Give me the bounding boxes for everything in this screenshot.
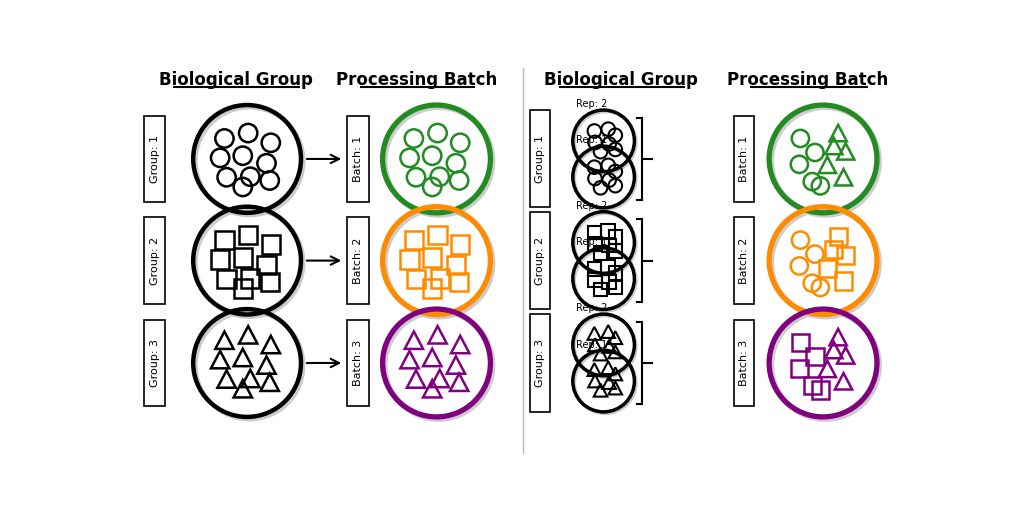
FancyBboxPatch shape: [346, 116, 369, 202]
Bar: [593, 283, 606, 296]
FancyBboxPatch shape: [733, 320, 753, 406]
Text: Biological Group: Biological Group: [159, 71, 313, 89]
Text: Batch: 2: Batch: 2: [738, 237, 748, 284]
Bar: [602, 275, 615, 288]
Bar: [233, 280, 252, 298]
Bar: [790, 360, 807, 377]
Bar: [803, 377, 820, 394]
Bar: [791, 334, 808, 351]
FancyBboxPatch shape: [346, 217, 369, 304]
Text: Group: 3: Group: 3: [150, 339, 160, 387]
FancyBboxPatch shape: [144, 320, 165, 406]
Text: Rep: 1: Rep: 1: [576, 340, 606, 349]
Text: Batch: 1: Batch: 1: [353, 136, 363, 182]
Bar: [430, 269, 448, 287]
FancyBboxPatch shape: [346, 320, 369, 406]
FancyBboxPatch shape: [733, 116, 753, 202]
Text: Rep: 2: Rep: 2: [576, 303, 606, 313]
FancyBboxPatch shape: [144, 217, 165, 304]
Bar: [446, 256, 465, 274]
Bar: [588, 237, 601, 251]
FancyBboxPatch shape: [530, 110, 550, 207]
Bar: [260, 273, 278, 292]
Bar: [818, 260, 836, 277]
Bar: [602, 239, 615, 252]
Text: Group: 2: Group: 2: [150, 236, 160, 285]
Bar: [240, 269, 259, 287]
Bar: [587, 226, 600, 239]
Bar: [428, 225, 446, 244]
Bar: [407, 270, 425, 288]
Text: Rep: 2: Rep: 2: [576, 201, 606, 211]
Bar: [215, 231, 233, 249]
Text: Group: 3: Group: 3: [535, 339, 545, 387]
Bar: [837, 247, 854, 264]
Bar: [211, 250, 229, 269]
Text: Group: 1: Group: 1: [535, 135, 545, 183]
Bar: [423, 280, 441, 298]
Text: Batch: 3: Batch: 3: [738, 340, 748, 386]
Text: Rep: 1: Rep: 1: [576, 136, 606, 146]
Bar: [423, 248, 441, 266]
Bar: [400, 250, 419, 269]
Bar: [608, 245, 622, 258]
Bar: [449, 273, 468, 292]
Bar: [601, 224, 614, 237]
Bar: [450, 235, 469, 253]
Bar: [608, 281, 622, 294]
Text: Group: 2: Group: 2: [535, 236, 545, 285]
Text: Batch: 1: Batch: 1: [738, 136, 748, 182]
Bar: [257, 256, 275, 274]
Bar: [608, 266, 622, 280]
Text: Processing Batch: Processing Batch: [727, 71, 888, 89]
Text: Batch: 2: Batch: 2: [353, 237, 363, 284]
Bar: [608, 230, 622, 244]
Text: Biological Group: Biological Group: [544, 71, 698, 89]
Text: Batch: 3: Batch: 3: [353, 340, 363, 386]
Bar: [233, 248, 252, 266]
Text: Group: 1: Group: 1: [150, 135, 160, 183]
Bar: [593, 247, 606, 260]
FancyBboxPatch shape: [733, 217, 753, 304]
Bar: [806, 348, 822, 365]
Bar: [828, 228, 846, 246]
Text: Rep: 1: Rep: 1: [576, 237, 606, 247]
Bar: [601, 260, 614, 274]
Bar: [238, 225, 257, 244]
Bar: [835, 272, 851, 289]
Bar: [405, 231, 423, 249]
Bar: [217, 270, 235, 288]
Bar: [588, 273, 601, 287]
FancyBboxPatch shape: [530, 212, 550, 309]
Bar: [587, 262, 600, 276]
Text: Processing Batch: Processing Batch: [335, 71, 496, 89]
Bar: [262, 235, 279, 253]
Bar: [811, 381, 828, 398]
FancyBboxPatch shape: [530, 314, 550, 411]
Bar: [824, 241, 842, 259]
Text: Rep: 2: Rep: 2: [576, 99, 606, 109]
FancyBboxPatch shape: [144, 116, 165, 202]
